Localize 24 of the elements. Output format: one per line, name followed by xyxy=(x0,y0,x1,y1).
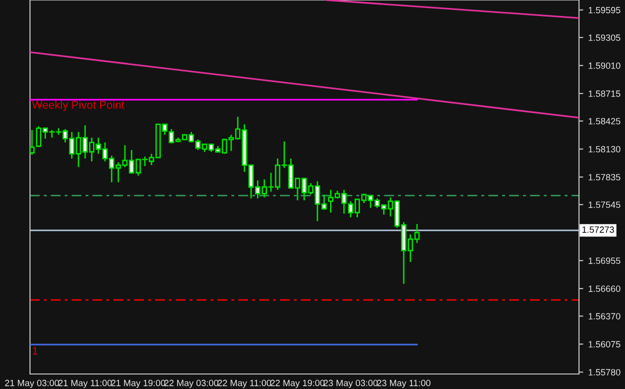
x-tick-label: 22 May 19:00 xyxy=(270,380,325,388)
y-tick-label: 1.56955 xyxy=(588,258,620,264)
x-tick-label: 23 May 11:00 xyxy=(377,380,430,388)
y-tick-label: 1.57545 xyxy=(588,202,620,208)
x-tick-label: 22 May 03:00 xyxy=(164,380,218,388)
y-tick-label: 1.58715 xyxy=(588,90,620,97)
x-tick-label: 22 May 11:00 xyxy=(218,380,272,388)
y-tick-label: 1.56370 xyxy=(588,313,620,320)
y-tick-label: 1.56660 xyxy=(588,286,620,292)
x-tick-label: 21 May 03:00 xyxy=(5,380,59,388)
y-tick-label: 1.59010 xyxy=(588,62,620,69)
y-tick-label: 1.56075 xyxy=(588,341,620,348)
ref-line-label: 1.57273 xyxy=(582,226,614,233)
x-tick-label: 21 May 11:00 xyxy=(58,380,112,388)
x-tick-label: 23 May 03:00 xyxy=(324,380,378,388)
y-tick-label: 1.58425 xyxy=(588,118,620,124)
y-tick-label: 1.55780 xyxy=(588,369,620,376)
x-tick-label: 21 May 19:00 xyxy=(111,380,166,388)
annotation: Weekly Pivot Point xyxy=(32,100,124,111)
y-tick-label: 1.57835 xyxy=(588,174,620,180)
y-tick-label: 1.59305 xyxy=(588,34,620,41)
annotation: 1 xyxy=(32,346,38,355)
y-tick-label: 1.58130 xyxy=(588,146,620,152)
y-tick-label: 1.59595 xyxy=(588,6,620,14)
